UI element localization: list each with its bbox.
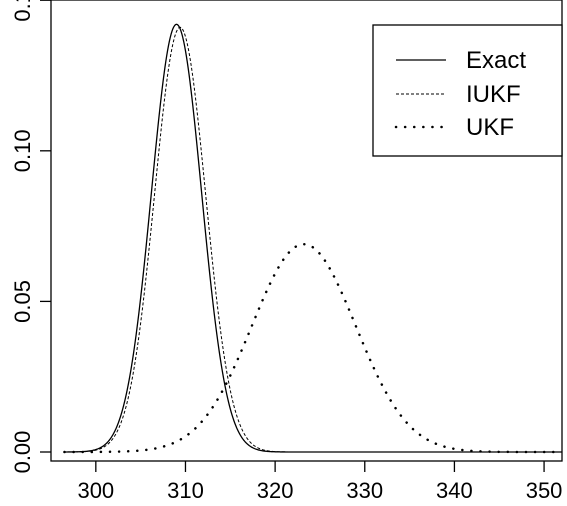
- x-axis: 300 310 320 330 340 350: [77, 461, 562, 503]
- series-ukf: [63, 242, 564, 454]
- y-axis: 0.00 0.05 0.10 0.15: [10, 0, 51, 473]
- y-tick-label: 0.10: [10, 129, 35, 172]
- x-tick-label: 350: [526, 478, 563, 503]
- legend-label-iukf: IUKF: [466, 81, 521, 108]
- series-layer: [63, 23, 564, 454]
- y-tick-label: 0.05: [10, 280, 35, 323]
- x-tick-label: 330: [346, 478, 383, 503]
- series-iukf: [64, 26, 562, 453]
- legend-label-ukf: UKF: [466, 114, 514, 141]
- legend-box: [372, 24, 563, 157]
- y-tick-label: 0.15: [10, 0, 35, 22]
- legend-label-exact: Exact: [466, 47, 526, 74]
- y-tick-label: 0.00: [10, 431, 35, 474]
- x-tick-label: 310: [167, 478, 204, 503]
- x-tick-label: 300: [77, 478, 114, 503]
- x-tick-label: 320: [257, 478, 294, 503]
- legend: Exact IUKF UKF: [372, 24, 563, 157]
- plot-frame: [50, 0, 563, 462]
- x-tick-label: 340: [436, 478, 473, 503]
